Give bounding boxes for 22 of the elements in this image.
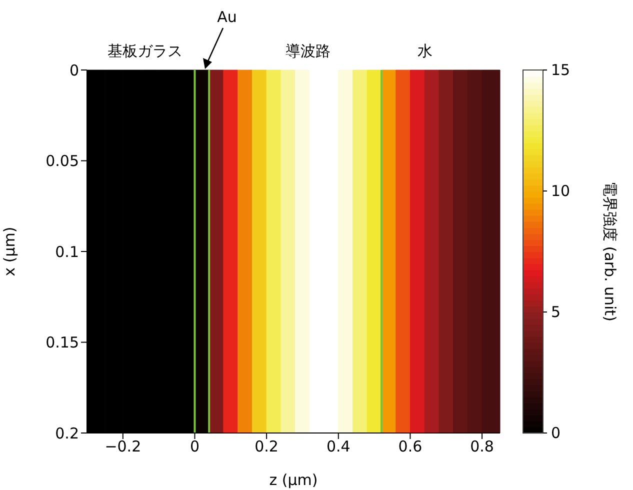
text: 基板ガラス [108,42,182,60]
y-tick-label: 0.15 [46,334,79,352]
x-tick-label: 0 [190,438,200,456]
y-tick-label: 0 [69,61,79,80]
y-tick-label: 0.1 [55,242,79,261]
y-axis-title: x (µm) [0,226,18,276]
x-tick-label: 0.6 [398,438,422,456]
text: 導波路 [286,42,330,60]
text: Au [217,8,237,26]
color-bar-label: 15 [551,61,570,79]
color-bar-label: 10 [551,182,570,200]
color-bar-label: 0 [551,424,561,442]
x-axis-title: z (µm) [269,471,318,489]
x-tick-label: −0.2 [104,438,142,456]
x-tick-label: 0.8 [470,438,494,456]
color-bar-label: 5 [551,303,561,321]
color-bar-title: 電界強度 (arb. unit) [601,182,619,322]
text: 水 [418,42,432,60]
x-tick-label: 0.4 [326,438,350,456]
y-tick-label: 0.2 [55,424,79,442]
x-tick-label: 0.2 [254,438,278,456]
y-tick-label: 0.05 [46,152,79,170]
